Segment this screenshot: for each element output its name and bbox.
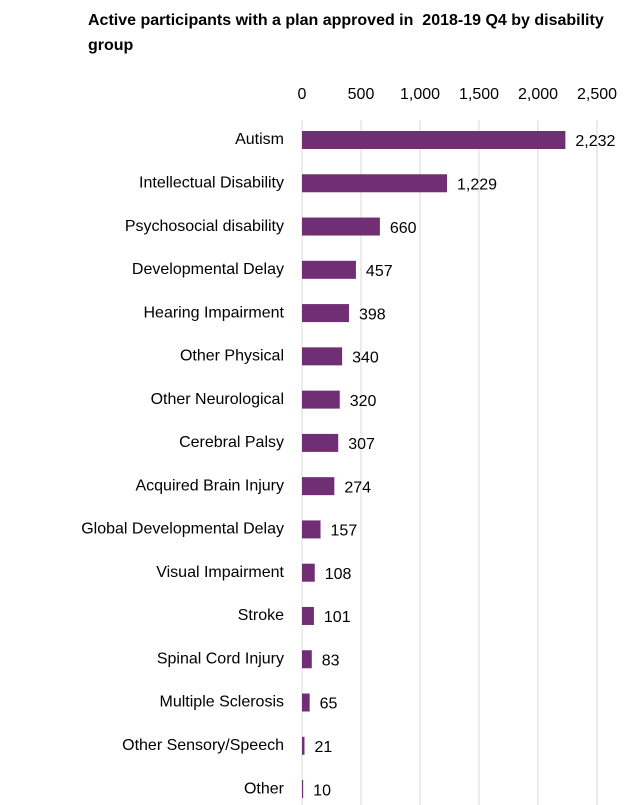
data-label: 398 xyxy=(359,306,386,323)
bar xyxy=(302,477,335,496)
y-tick-label: Hearing Impairment xyxy=(144,304,285,321)
data-label: 157 xyxy=(331,523,358,540)
y-tick-label: Other Neurological xyxy=(151,391,284,408)
data-label: 101 xyxy=(324,609,351,626)
bar xyxy=(302,736,305,755)
x-tick-label: 1,500 xyxy=(459,86,499,103)
bar xyxy=(302,131,566,149)
data-label: 340 xyxy=(352,350,379,367)
bar xyxy=(302,260,356,279)
y-tick-label: Multiple Sclerosis xyxy=(160,694,284,711)
data-label: 65 xyxy=(320,696,338,713)
data-label: 108 xyxy=(325,566,352,583)
x-tick-label: 2,000 xyxy=(518,86,558,103)
x-tick-label: 500 xyxy=(348,86,375,103)
x-tick-label: 0 xyxy=(298,86,307,103)
y-tick-label: Acquired Brain Injury xyxy=(135,477,284,494)
bar xyxy=(302,390,340,409)
data-label: 307 xyxy=(348,436,375,453)
chart-title: Active participants with a plan approved… xyxy=(88,12,609,54)
x-tick-label: 1,000 xyxy=(400,86,440,103)
bar xyxy=(302,780,304,799)
data-label: 320 xyxy=(350,393,377,410)
bar xyxy=(302,650,312,669)
bar xyxy=(302,606,314,625)
x-tick-label: 2,500 xyxy=(577,86,617,103)
data-label: 83 xyxy=(322,652,340,669)
bar xyxy=(302,174,448,193)
y-tick-label: Other Sensory/Speech xyxy=(122,737,284,754)
data-label: 274 xyxy=(344,479,371,496)
bar xyxy=(302,693,310,712)
bar xyxy=(302,347,343,366)
y-tick-label: Autism xyxy=(235,131,284,148)
bar xyxy=(302,217,380,236)
y-tick-label: Global Developmental Delay xyxy=(81,521,284,538)
y-tick-label: Other Physical xyxy=(180,348,284,365)
y-tick-label: Psychosocial disability xyxy=(125,218,284,235)
data-label: 21 xyxy=(314,739,332,756)
bar xyxy=(302,563,315,582)
y-tick-label: Spinal Cord Injury xyxy=(157,650,284,667)
bar xyxy=(302,433,339,452)
y-tick-label: Visual Impairment xyxy=(156,564,284,581)
bar xyxy=(302,520,321,539)
y-tick-label: Cerebral Palsy xyxy=(179,434,284,451)
data-label: 2,232 xyxy=(575,133,615,150)
data-label: 1,229 xyxy=(457,176,497,193)
data-label: 10 xyxy=(313,782,331,799)
bar xyxy=(302,304,349,323)
y-tick-label: Other xyxy=(244,780,285,797)
y-tick-label: Stroke xyxy=(238,607,284,624)
y-tick-label: Intellectual Disability xyxy=(139,174,284,191)
data-label: 457 xyxy=(366,263,393,280)
data-label: 660 xyxy=(390,220,417,237)
y-tick-label: Developmental Delay xyxy=(132,261,284,278)
